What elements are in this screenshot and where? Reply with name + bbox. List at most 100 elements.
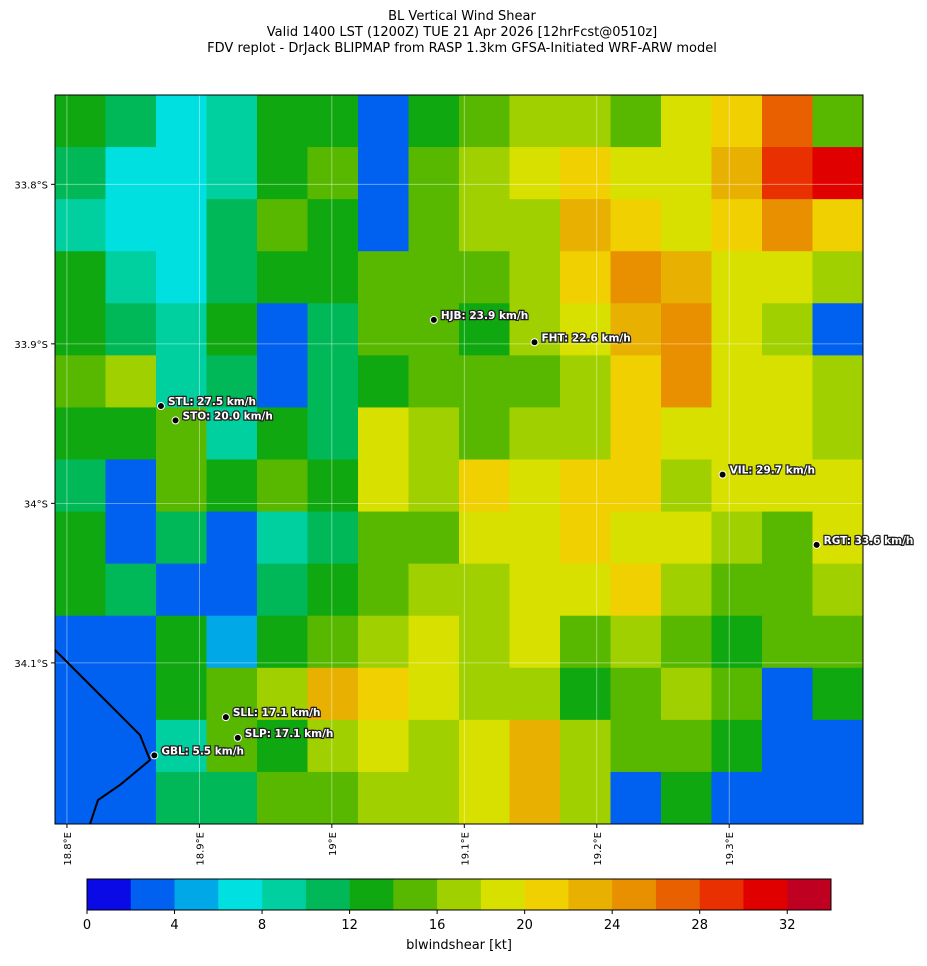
shear-cell <box>812 667 864 721</box>
shear-cell <box>358 719 409 773</box>
shear-cell <box>307 407 359 460</box>
shear-cell <box>408 407 460 460</box>
shear-cell <box>812 407 864 460</box>
shear-cell <box>307 615 359 669</box>
shear-cell <box>206 355 258 408</box>
shear-cell <box>206 199 258 252</box>
shear-cell <box>206 511 258 565</box>
shear-cell <box>55 303 106 356</box>
shear-cell <box>358 199 409 252</box>
shear-cell <box>459 771 510 825</box>
shear-cell <box>812 147 864 200</box>
colorbar-tick-label: 8 <box>258 918 266 933</box>
shear-cell <box>307 303 359 356</box>
shear-cell <box>105 407 157 460</box>
shear-cell <box>610 771 662 825</box>
shear-cell <box>661 667 712 721</box>
shear-cell <box>560 563 611 617</box>
shear-cell <box>55 459 106 513</box>
shear-cell <box>206 407 258 460</box>
shear-cell <box>509 355 561 408</box>
shear-cell <box>55 771 106 825</box>
shear-cell <box>560 251 611 304</box>
shear-cell <box>812 771 864 825</box>
shear-cell <box>257 615 308 669</box>
shear-cell <box>610 511 662 565</box>
shear-cell <box>358 459 409 513</box>
shear-cell <box>55 355 106 408</box>
shear-cell <box>610 615 662 669</box>
shear-cell <box>560 511 611 565</box>
shear-cell <box>812 459 864 513</box>
colorbar-tick-label: 32 <box>779 918 796 933</box>
shear-cell <box>509 147 561 200</box>
shear-cell <box>610 303 662 356</box>
station-label: STL: 27.5 km/h <box>168 396 256 408</box>
shear-cell <box>257 95 308 148</box>
shear-cell <box>459 355 510 408</box>
shear-cell <box>711 511 763 565</box>
shear-cell <box>55 251 106 304</box>
shear-cell <box>560 95 611 148</box>
shear-cell <box>610 199 662 252</box>
colorbar-swatch <box>743 879 788 910</box>
colorbar-swatch <box>612 879 657 910</box>
shear-cell <box>307 771 359 825</box>
shear-cell <box>358 563 409 617</box>
colorbar-swatch <box>568 879 613 910</box>
shear-cell <box>812 95 864 148</box>
colorbar-swatch <box>305 879 350 910</box>
shear-cell <box>762 615 813 669</box>
shear-cell <box>408 303 460 356</box>
heatmap <box>55 95 864 825</box>
shear-cell <box>105 147 157 200</box>
shear-cell <box>610 459 662 513</box>
shear-cell <box>206 667 258 721</box>
colorbar-frame <box>86 878 832 911</box>
shear-cell <box>358 303 409 356</box>
shear-cell <box>206 563 258 617</box>
shear-cell <box>509 719 561 773</box>
shear-cell <box>661 511 712 565</box>
station-dot <box>530 338 539 347</box>
shear-cell <box>560 199 611 252</box>
shear-cell <box>206 147 258 200</box>
x-tick-label: 19°E <box>328 832 339 856</box>
shear-cell <box>105 459 157 513</box>
shear-cell <box>459 199 510 252</box>
shear-cell <box>55 407 106 460</box>
shear-cell <box>55 511 106 565</box>
shear-cell <box>408 251 460 304</box>
shear-cell <box>509 771 561 825</box>
grid <box>51 95 863 828</box>
shear-cell <box>156 303 207 356</box>
colorbar-swatch <box>87 879 132 910</box>
shear-cell <box>812 511 864 565</box>
shear-cell <box>560 459 611 513</box>
shear-cell <box>156 407 207 460</box>
shear-cell <box>509 251 561 304</box>
shear-cell <box>661 771 712 825</box>
shear-cell <box>509 563 561 617</box>
shear-cell <box>408 615 460 669</box>
shear-cell <box>762 355 813 408</box>
shear-cell <box>560 303 611 356</box>
shear-cell <box>156 667 207 721</box>
shear-cell <box>661 199 712 252</box>
shear-cell <box>55 563 106 617</box>
shear-cell <box>509 95 561 148</box>
shear-cell <box>459 667 510 721</box>
colorbar-tick-label: 20 <box>516 918 533 933</box>
y-tick-label: 33.8°S <box>14 180 48 191</box>
colorbar-swatch <box>524 879 569 910</box>
shear-cell <box>358 355 409 408</box>
shear-cell <box>206 459 258 513</box>
shear-cell <box>105 251 157 304</box>
shear-cell <box>55 719 106 773</box>
shear-cell <box>307 355 359 408</box>
shear-cell <box>610 407 662 460</box>
colorbar-tick-label: 12 <box>341 918 358 933</box>
shear-cell <box>408 719 460 773</box>
colorbar-tick-label: 4 <box>170 918 178 933</box>
colorbar-swatch <box>349 879 394 910</box>
